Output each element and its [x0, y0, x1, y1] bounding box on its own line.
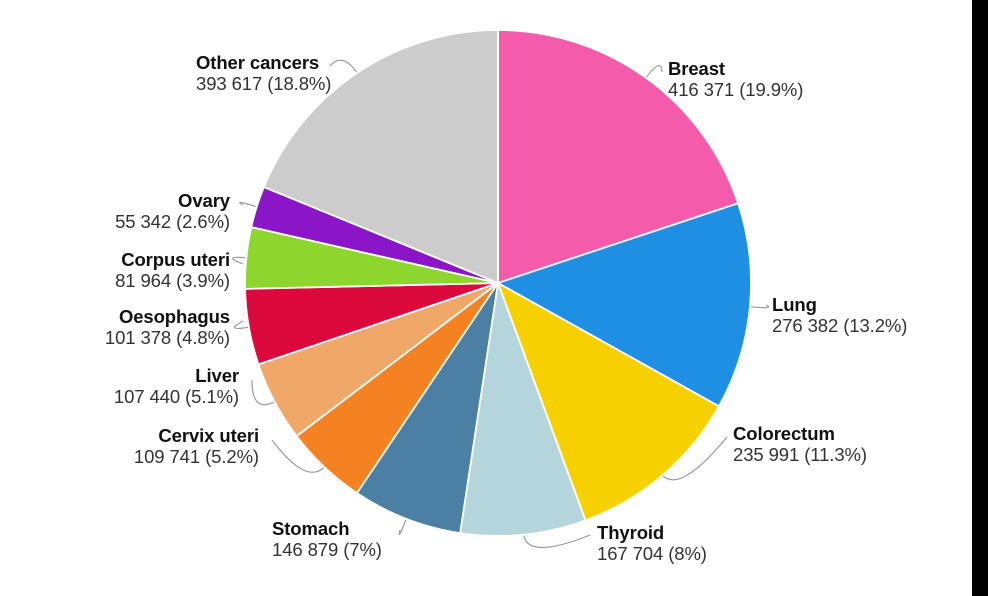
slice-label-name-lung: Lung [772, 294, 817, 315]
leader-line [398, 517, 408, 535]
slice-label-value-liver: 107 440 (5.1%) [113, 386, 239, 408]
leader-line [239, 201, 258, 208]
slice-label-value-corpus-uteri: 81 964 (3.9%) [115, 270, 230, 292]
leader-line [645, 65, 663, 79]
leader-line [271, 439, 326, 473]
pie-slices-group: Breast 416 371 (19.9%)Lung 276 382 (13.2… [244, 29, 752, 537]
slice-label-name-oesophagus: Oesophagus [118, 306, 230, 327]
slice-label-breast: Breast 416 371 (19.9%) [668, 58, 803, 101]
slice-label-value-thyroid: 167 704 (8%) [597, 543, 707, 565]
slice-label-ovary: Ovary 55 342 (2.6%) [115, 190, 230, 233]
slice-label-name-thyroid: Thyroid [597, 522, 665, 543]
slice-label-oesophagus: Oesophagus 101 378 (4.8%) [105, 306, 230, 349]
right-edge-black-bar [972, 0, 988, 596]
slice-label-liver: Liver 107 440 (5.1%) [114, 365, 239, 408]
leader-lines-group [232, 59, 770, 549]
slice-label-name-liver: Liver [195, 365, 239, 386]
leader-line [232, 256, 248, 265]
slice-label-name-corpus-uteri: Corpus uteri [121, 249, 230, 270]
slice-label-value-stomach: 146 879 (7%) [272, 539, 382, 561]
pie-slice[interactable]: Thyroid 167 704 (8%) [459, 282, 587, 537]
pie-slice[interactable]: Lung 276 382 (13.2%) [495, 202, 752, 408]
slice-label-value-lung: 276 382 (13.2%) [772, 315, 908, 337]
slice-label-colorectum: Colorectum 235 991 (11.3%) [733, 423, 867, 466]
slice-label-name-ovary: Ovary [178, 190, 230, 211]
leader-line [522, 533, 591, 549]
slice-label-corpus-uteri: Corpus uteri 81 964 (3.9%) [115, 249, 230, 292]
slice-label-name-other-cancers: Other cancers [196, 52, 320, 73]
pie-slice[interactable]: Stomach 146 879 (7%) [355, 282, 499, 535]
leader-line [661, 436, 728, 481]
slice-label-value-oesophagus: 101 378 (4.8%) [104, 327, 230, 349]
leader-line [748, 304, 770, 309]
slice-label-name-cervix-uteri: Cervix uteri [158, 425, 259, 446]
slice-label-value-colorectum: 235 991 (11.3%) [733, 444, 867, 466]
pie-slice[interactable]: Other cancers 393 617 (18.8%) [262, 29, 499, 285]
slice-label-value-other-cancers: 393 617 (18.8%) [196, 73, 332, 95]
slice-label-stomach: Stomach 146 879 (7%) [272, 518, 382, 561]
slice-label-name-breast: Breast [668, 58, 725, 79]
slice-label-other-cancers: Other cancers 393 617 (18.8%) [196, 52, 331, 95]
pie-slice[interactable]: Colorectum 235 991 (11.3%) [496, 281, 721, 522]
slice-label-lung: Lung 276 382 (13.2%) [772, 294, 907, 337]
leader-line [234, 320, 251, 329]
pie-slice[interactable]: Breast 416 371 (19.9%) [497, 29, 740, 285]
slice-label-cervix-uteri: Cervix uteri 109 741 (5.2%) [134, 425, 259, 468]
leader-line [251, 379, 276, 406]
slice-label-name-stomach: Stomach [272, 518, 350, 539]
slice-label-value-cervix-uteri: 109 741 (5.2%) [133, 446, 259, 468]
slice-label-name-colorectum: Colorectum [733, 423, 835, 444]
slice-label-value-breast: 416 371 (19.9%) [668, 79, 804, 101]
slice-label-thyroid: Thyroid 167 704 (8%) [597, 522, 707, 565]
leader-line [329, 59, 359, 75]
slice-label-value-ovary: 55 342 (2.6%) [115, 211, 230, 233]
